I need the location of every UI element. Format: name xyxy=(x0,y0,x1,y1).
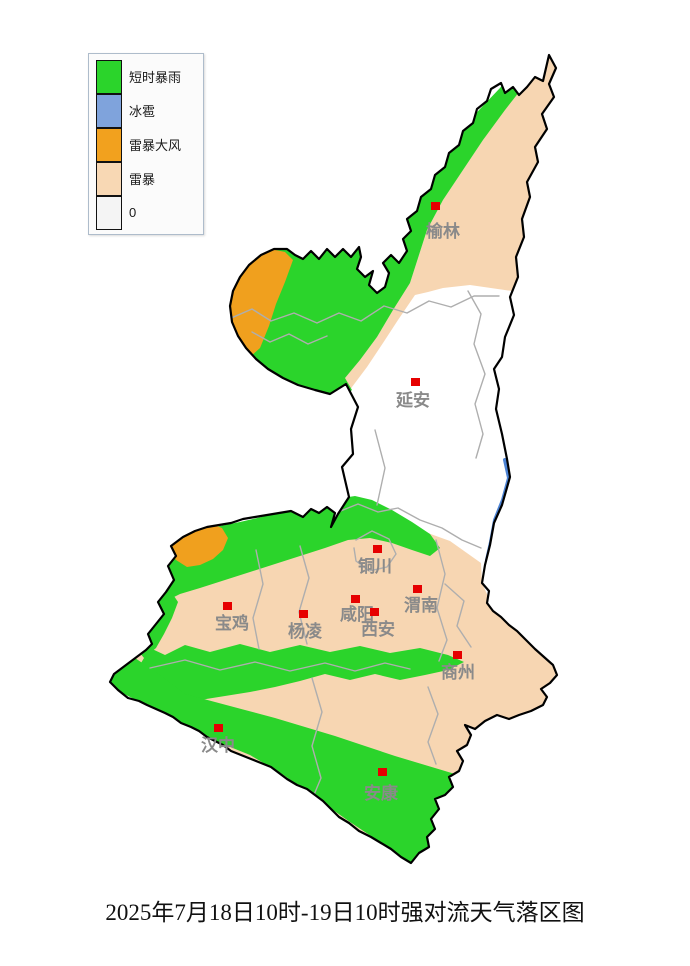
city-yanan: 延安 xyxy=(395,378,430,410)
city-label: 渭南 xyxy=(404,595,438,615)
city-marker xyxy=(411,378,420,386)
city-label: 宝鸡 xyxy=(215,613,249,633)
city-xian: 西安 xyxy=(361,608,395,639)
province-outline xyxy=(108,53,559,865)
city-label: 铜川 xyxy=(358,556,392,576)
city-label: 咸阳 xyxy=(340,604,374,624)
legend-label: 0 xyxy=(129,204,137,220)
city-tongchuan: 铜川 xyxy=(358,545,392,576)
zone-thunderstorm-north xyxy=(326,56,557,422)
zone-rainstorm-qinling-band xyxy=(138,644,464,700)
zone-rainstorm-guanzhong-north xyxy=(156,496,440,600)
legend-item-short-term-rainstorm: 短时暴雨 xyxy=(96,59,199,94)
city-weinan: 渭南 xyxy=(404,585,438,615)
city-marker xyxy=(370,608,379,616)
legend-item-hail: 冰雹 xyxy=(96,93,199,128)
legend-swatch-hail xyxy=(96,93,122,128)
legend-label: 冰雹 xyxy=(129,103,156,119)
legend-panel: 短时暴雨 冰雹 雷暴大风 雷暴 0 xyxy=(88,53,204,235)
city-xianyang: 咸阳 xyxy=(340,595,374,624)
map-caption: 2025年7月18日10时-19日10时强对流天气落区图 xyxy=(105,900,585,925)
city-label: 安康 xyxy=(364,783,399,803)
city-marker xyxy=(378,768,387,776)
legend-label: 短时暴雨 xyxy=(129,69,182,85)
city-ankang: 安康 xyxy=(364,768,399,803)
zone-rainstorm-south xyxy=(110,658,472,863)
city-marker xyxy=(299,610,308,618)
city-label: 榆林 xyxy=(426,221,460,241)
city-hanzhong: 汉中 xyxy=(201,724,235,755)
legend-label: 雷暴大风 xyxy=(129,137,182,153)
city-label: 汉中 xyxy=(201,735,235,755)
legend-label: 雷暴 xyxy=(129,171,156,187)
city-label: 杨凌 xyxy=(288,621,323,641)
city-marker xyxy=(413,585,422,593)
legend-swatch-gale xyxy=(96,127,122,162)
legend-swatch-rainstorm xyxy=(96,59,122,94)
city-marker xyxy=(373,545,382,553)
city-yulin: 榆林 xyxy=(426,202,460,241)
legend-item-thunderstorm: 雷暴 xyxy=(96,161,199,196)
legend-item-none: 0 xyxy=(96,195,199,230)
city-label: 延安 xyxy=(395,390,430,410)
legend-swatch-none xyxy=(96,195,122,230)
legend-swatch-thunderstorm xyxy=(96,161,122,196)
city-marker xyxy=(351,595,360,603)
city-label: 西安 xyxy=(361,619,395,639)
city-marker xyxy=(453,651,462,659)
city-marker xyxy=(214,724,223,732)
zone-thunderstorm-south xyxy=(115,503,557,860)
city-label: 商州 xyxy=(441,662,475,682)
prefecture-borders xyxy=(149,290,500,803)
zone-gale-northwest xyxy=(226,248,293,357)
city-marker xyxy=(431,202,440,210)
legend-item-thunderstorm-gale: 雷暴大风 xyxy=(96,127,199,162)
city-marker xyxy=(223,602,232,610)
city-baoji: 宝鸡 xyxy=(215,602,249,633)
city-shangzhou: 商州 xyxy=(441,651,475,682)
city-yangling: 杨凌 xyxy=(288,610,323,641)
